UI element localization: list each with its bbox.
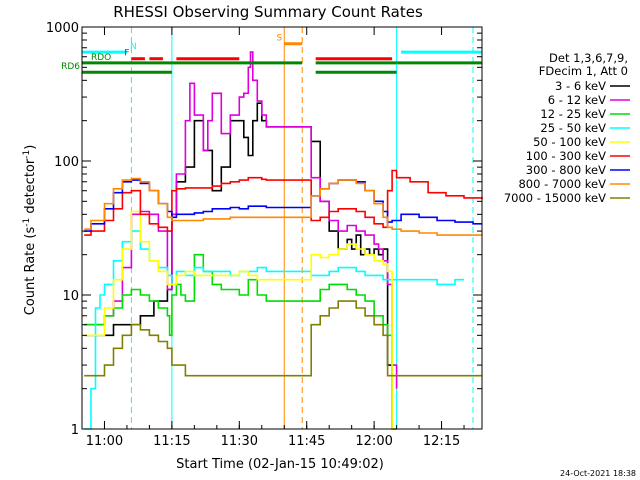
flag-label-4: S xyxy=(277,34,283,44)
flag-label-0: N xyxy=(130,42,137,52)
legend-label-7: 800 - 7000 keV xyxy=(518,177,606,191)
plot-area: NF S RDO RD6 xyxy=(61,27,483,430)
x-tick-label-5: 12:15 xyxy=(423,434,460,449)
series-line-4 xyxy=(84,210,397,430)
x-axis-label: Start Time (02-Jan-15 10:49:02) xyxy=(176,457,384,472)
y-tick-label-3: 1000 xyxy=(46,21,79,36)
legend-label-2: 12 - 25 keV xyxy=(540,107,606,121)
x-tick-label-3: 11:45 xyxy=(288,434,325,449)
x-tick-label-4: 12:00 xyxy=(355,434,392,449)
series-line-7 xyxy=(84,177,482,236)
flag-label-2: F xyxy=(124,49,129,59)
y-tick-label-0: 1 xyxy=(71,423,79,438)
y-tick-label-1: 10 xyxy=(62,289,79,304)
axes: 11:00 11:15 11:30 11:45 12:00 12:15 1 10 100 1000 xyxy=(46,21,482,449)
y-axis-label: Count Rate (s-1 detector-1) xyxy=(22,145,38,316)
series-line-1 xyxy=(84,51,398,389)
x-tick-label-0: 11:00 xyxy=(86,434,123,449)
chart-title: RHESSI Observing Summary Count Rates xyxy=(113,3,423,21)
series-line-2 xyxy=(84,253,397,430)
x-tick-label-1: 11:15 xyxy=(153,434,190,449)
flag-label-6: RD6 xyxy=(61,62,80,72)
series-line-6 xyxy=(84,179,482,232)
legend: Det 1,3,6,7,9,FDecim 1, Att 03 - 6 keV6 … xyxy=(504,51,630,205)
legend-label-4: 50 - 100 keV xyxy=(533,135,606,149)
legend-label-3: 25 - 50 keV xyxy=(540,121,606,135)
legend-label-1: 6 - 12 keV xyxy=(548,93,606,107)
series-line-8 xyxy=(84,300,482,377)
series-line-5 xyxy=(84,169,483,236)
plot-frame xyxy=(81,26,483,430)
legend-label-6: 300 - 800 keV xyxy=(526,163,606,177)
y-tick-label-2: 100 xyxy=(54,155,79,170)
legend-label-8: 7000 - 15000 keV xyxy=(504,191,606,205)
x-tick-label-2: 11:30 xyxy=(221,434,258,449)
timestamp: 24-Oct-2021 18:38 xyxy=(560,469,636,478)
legend-header-0: Det 1,3,6,7,9, xyxy=(549,51,628,65)
legend-label-5: 100 - 300 keV xyxy=(526,149,606,163)
legend-header-1: FDecim 1, Att 0 xyxy=(539,64,628,78)
legend-label-0: 3 - 6 keV xyxy=(555,79,606,93)
flag-label-5: RDO xyxy=(91,53,111,63)
